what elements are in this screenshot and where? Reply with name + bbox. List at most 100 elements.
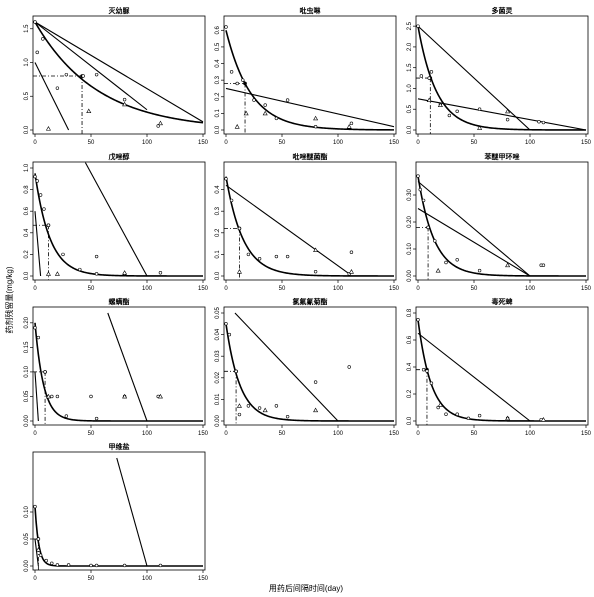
data-point-circle xyxy=(444,412,448,416)
chart-title: 戊唑醇 xyxy=(108,152,130,161)
y-tick-label: 0.05 xyxy=(24,390,30,402)
y-tick-label: 0.8 xyxy=(24,185,30,194)
regression-line xyxy=(417,98,587,131)
y-tick-label: 0.5 xyxy=(407,104,413,113)
chart-panel: 多菌灵 0 50 100 150 0.0 0.5 1.0 1.5 2.0 2.5 xyxy=(407,6,592,146)
data-point-triangle xyxy=(477,125,483,130)
data-point-triangle xyxy=(540,417,546,422)
chart-title: 多菌灵 xyxy=(492,6,514,15)
data-point-circle xyxy=(89,563,93,568)
x-tick-label: 0 xyxy=(33,140,37,146)
x-tick-label: 100 xyxy=(333,286,344,292)
data-point-circle xyxy=(46,223,51,227)
data-point-circle xyxy=(38,553,43,557)
x-tick-label: 0 xyxy=(224,286,228,292)
data-point-circle xyxy=(55,394,60,399)
regression-line xyxy=(34,21,204,123)
x-tick-label: 150 xyxy=(581,431,592,437)
plot-area xyxy=(224,176,394,280)
x-axis-label: 用药后间隔时间(day) xyxy=(269,583,344,593)
y-tick-label: 0.3 xyxy=(215,206,221,215)
x-tick-label: 150 xyxy=(389,140,400,146)
data-point-circle xyxy=(227,332,232,337)
chart-title: 吡虫啉 xyxy=(300,6,321,15)
data-point-circle xyxy=(33,504,37,509)
x-tick-label: 150 xyxy=(389,431,400,437)
x-tick-label: 100 xyxy=(142,140,153,146)
x-tick-label: 50 xyxy=(88,576,95,582)
plot-frame xyxy=(223,161,397,281)
data-point-triangle xyxy=(45,271,51,276)
data-point-circle xyxy=(455,109,459,114)
y-tick-label: 0.4 xyxy=(215,59,221,68)
data-point-triangle xyxy=(236,403,242,408)
data-point-circle xyxy=(418,187,422,192)
data-point-circle xyxy=(94,416,99,421)
regression-line xyxy=(116,457,148,567)
data-point-circle xyxy=(44,558,48,563)
data-point-circle xyxy=(50,561,54,565)
data-point-circle xyxy=(313,380,318,384)
plot-frame xyxy=(32,15,206,135)
data-point-triangle xyxy=(243,110,249,116)
regression-line xyxy=(34,211,42,277)
data-point-circle xyxy=(246,252,251,257)
y-tick-label: 0.6 xyxy=(215,25,221,34)
y-tick-label: 0.2 xyxy=(24,250,30,259)
y-tick-label: 0.10 xyxy=(24,365,30,377)
plot-area xyxy=(33,162,203,280)
x-tick-label: 0 xyxy=(416,140,420,146)
chart-panel: 甲维盐 0 50 100 150 0.00 0.05 0.10 xyxy=(24,442,209,582)
y-tick-label: 0.20 xyxy=(407,216,413,228)
data-point-circle xyxy=(35,179,39,183)
x-tick-label: 100 xyxy=(525,140,536,146)
plot-frame xyxy=(223,306,397,426)
data-point-triangle xyxy=(122,101,128,107)
data-point-circle xyxy=(285,254,290,259)
data-point-circle xyxy=(94,72,99,77)
plot-frame xyxy=(415,161,589,281)
x-tick-label: 150 xyxy=(198,431,209,437)
data-point-triangle xyxy=(45,126,51,131)
decay-curve xyxy=(34,21,204,124)
data-point-circle xyxy=(416,24,420,28)
x-tick-label: 50 xyxy=(471,286,478,292)
regression-line xyxy=(417,332,531,422)
data-point-circle xyxy=(285,98,290,102)
half-life-point xyxy=(243,81,247,86)
data-point-circle xyxy=(274,404,279,408)
data-point-circle xyxy=(477,413,482,418)
plot-area xyxy=(224,25,395,134)
data-point-circle xyxy=(433,239,437,243)
regression-line xyxy=(34,538,39,567)
x-tick-label: 50 xyxy=(88,431,95,437)
y-tick-label: 0.0 xyxy=(407,416,413,425)
data-point-circle xyxy=(429,381,434,385)
data-point-circle xyxy=(94,254,99,259)
data-point-circle xyxy=(347,365,351,369)
regression-line xyxy=(417,25,531,131)
x-tick-label: 0 xyxy=(416,286,420,292)
plot-area xyxy=(33,312,203,425)
x-tick-label: 100 xyxy=(525,431,536,437)
data-point-circle xyxy=(237,412,242,417)
data-point-circle xyxy=(455,258,459,262)
data-point-circle xyxy=(466,416,471,420)
chart-title: 苯醚甲环唑 xyxy=(484,152,520,161)
data-point-circle xyxy=(263,103,267,107)
data-point-circle xyxy=(313,269,318,274)
chart-title: 甲维盐 xyxy=(109,442,130,451)
data-point-circle xyxy=(421,198,426,203)
plot-area xyxy=(33,457,203,570)
chart-panel: 毒死蜱 0 50 100 150 0.0 0.2 0.4 0.6 0.8 xyxy=(407,297,592,437)
data-point-circle xyxy=(257,406,262,410)
y-tick-label: 0.05 xyxy=(215,307,221,319)
data-point-circle xyxy=(64,72,69,77)
x-tick-label: 0 xyxy=(33,286,37,292)
data-point-circle xyxy=(237,226,242,231)
plot-frame xyxy=(415,306,589,426)
data-point-circle xyxy=(416,174,420,178)
data-point-circle xyxy=(477,268,482,273)
chart-panel: 吡唑醚菌酯 0 50 100 150 0.0 0.1 0.2 0.3 0.4 xyxy=(215,152,400,292)
data-point-triangle xyxy=(437,402,443,407)
